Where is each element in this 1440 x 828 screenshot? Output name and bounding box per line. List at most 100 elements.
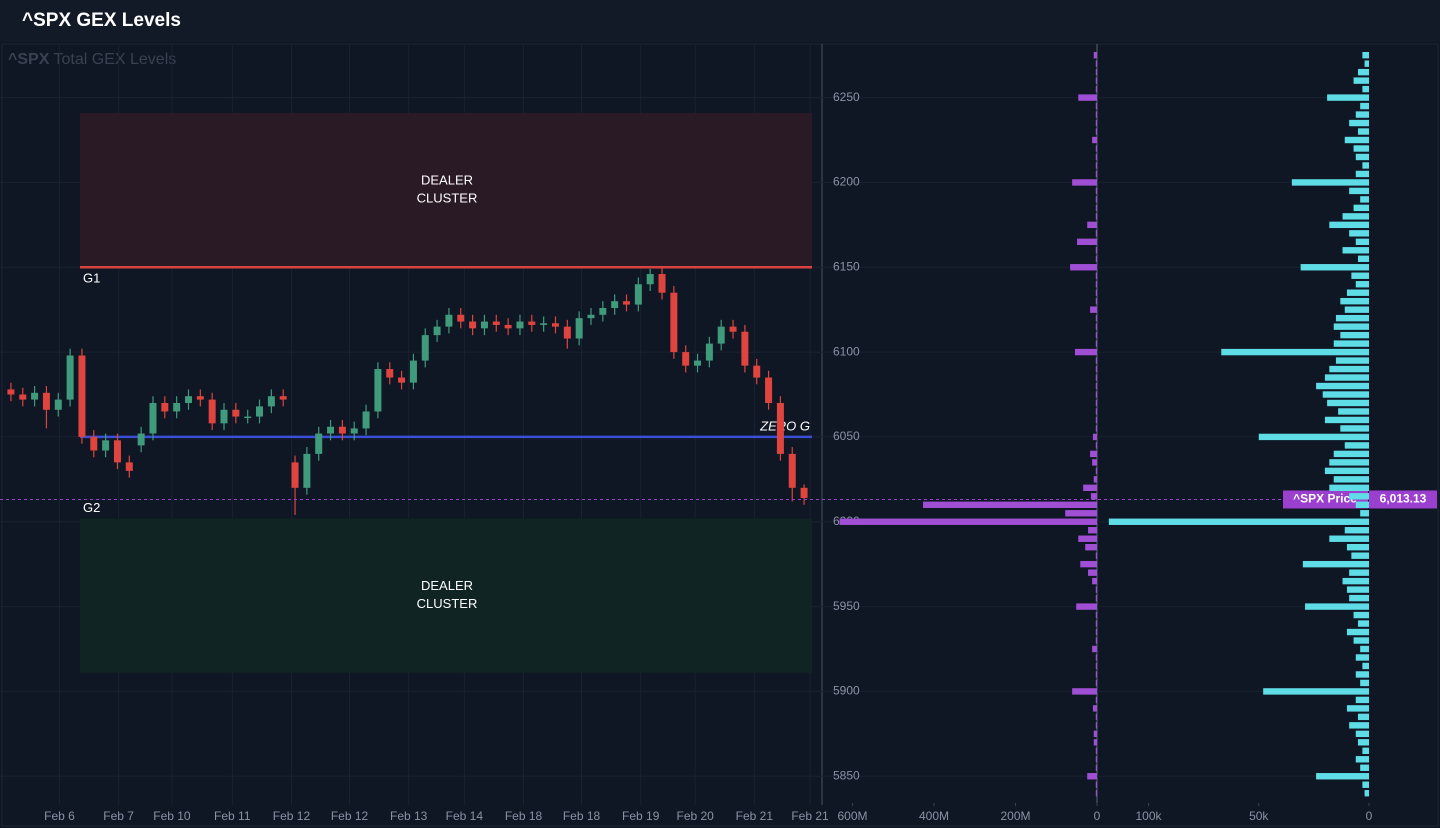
x-tick-label: Feb 18 bbox=[563, 809, 601, 823]
bar bbox=[1093, 51, 1097, 59]
bar bbox=[1095, 399, 1097, 407]
x-tick-label: 200M bbox=[1000, 809, 1030, 823]
bar bbox=[1095, 713, 1097, 721]
bar bbox=[1351, 552, 1369, 559]
candle-body bbox=[528, 321, 536, 325]
bar bbox=[1329, 459, 1369, 466]
bar bbox=[1349, 119, 1369, 127]
bar bbox=[1324, 374, 1369, 381]
bar bbox=[1076, 603, 1097, 610]
bar bbox=[1353, 204, 1369, 212]
bar bbox=[1355, 654, 1369, 661]
candle-body bbox=[350, 428, 358, 434]
bar bbox=[1362, 85, 1369, 93]
bar bbox=[1221, 348, 1369, 356]
level-label: G2 bbox=[83, 500, 100, 515]
bar bbox=[1095, 391, 1097, 398]
bar bbox=[1095, 60, 1097, 67]
bar bbox=[1329, 365, 1369, 373]
bar bbox=[1095, 671, 1097, 678]
zone-label: CLUSTER bbox=[417, 596, 478, 611]
x-tick-label: Feb 11 bbox=[214, 809, 251, 823]
candle-body bbox=[125, 462, 133, 471]
bar bbox=[1095, 637, 1097, 644]
candle-body bbox=[599, 307, 607, 315]
bar bbox=[1357, 68, 1369, 76]
bar bbox=[1095, 764, 1097, 771]
bar bbox=[1342, 213, 1369, 220]
bar bbox=[923, 501, 1097, 508]
candle-body bbox=[184, 396, 192, 403]
bar bbox=[1095, 467, 1097, 475]
candle-body bbox=[682, 352, 690, 366]
candle-body bbox=[66, 355, 74, 400]
candle-body bbox=[196, 396, 204, 400]
candle-body bbox=[7, 389, 15, 395]
bar bbox=[1092, 705, 1097, 712]
bar bbox=[1338, 408, 1369, 415]
bar bbox=[1095, 281, 1097, 288]
bar bbox=[1095, 747, 1097, 754]
candle-body bbox=[575, 318, 583, 339]
bar bbox=[1340, 331, 1369, 339]
bar bbox=[1095, 162, 1097, 169]
bar bbox=[1258, 433, 1369, 441]
bar bbox=[1078, 535, 1097, 542]
bar bbox=[1349, 569, 1369, 576]
bar bbox=[1095, 552, 1097, 559]
bar bbox=[1302, 560, 1369, 568]
bar bbox=[1324, 416, 1369, 424]
bar bbox=[1095, 781, 1097, 788]
bar bbox=[1095, 314, 1097, 322]
bar bbox=[1092, 645, 1097, 653]
bar bbox=[1095, 255, 1097, 262]
candle-body bbox=[457, 314, 465, 322]
candle-body bbox=[315, 433, 323, 454]
bar bbox=[1333, 476, 1369, 483]
bar bbox=[1355, 671, 1369, 678]
candle-body bbox=[149, 402, 157, 434]
bar bbox=[1329, 221, 1369, 229]
candle-body bbox=[776, 402, 784, 454]
bar bbox=[1349, 594, 1369, 602]
bar bbox=[1355, 281, 1369, 288]
candle-body bbox=[31, 392, 39, 400]
dealer-zone bbox=[80, 518, 812, 673]
bar bbox=[1349, 493, 1369, 500]
bar bbox=[1095, 722, 1097, 729]
price-tag-value: 6,013.13 bbox=[1380, 492, 1427, 506]
bar bbox=[1346, 586, 1369, 593]
bar bbox=[1092, 136, 1097, 144]
y-tick-label: 6100 bbox=[833, 344, 860, 358]
bar bbox=[1344, 306, 1369, 313]
candle-body bbox=[705, 343, 713, 361]
y-tick-label: 5950 bbox=[833, 599, 860, 613]
bar bbox=[1072, 179, 1097, 186]
x-tick-label: Feb 18 bbox=[505, 809, 543, 823]
candle-body bbox=[256, 406, 264, 417]
price-tag-label: ^SPX Price bbox=[1293, 492, 1357, 506]
bar bbox=[1095, 382, 1097, 390]
candle-body bbox=[220, 409, 228, 424]
candle-body bbox=[729, 326, 737, 332]
candle-body bbox=[374, 369, 382, 412]
candle-body bbox=[161, 402, 169, 412]
bar bbox=[1095, 662, 1097, 670]
bar bbox=[1335, 357, 1369, 364]
bar bbox=[1095, 756, 1097, 763]
watermark-text: Total GEX Levels bbox=[54, 51, 177, 68]
bar bbox=[1329, 535, 1369, 542]
candle-body bbox=[54, 399, 62, 410]
bar bbox=[1095, 594, 1097, 602]
bar bbox=[1080, 560, 1097, 568]
bar bbox=[1327, 94, 1369, 101]
y-tick-label: 6200 bbox=[833, 175, 860, 189]
candle-body bbox=[232, 409, 240, 417]
candle-body bbox=[208, 399, 216, 424]
bar bbox=[1360, 645, 1369, 653]
dealer-zone bbox=[80, 112, 812, 268]
bar bbox=[1070, 264, 1097, 271]
bar bbox=[1362, 747, 1369, 754]
